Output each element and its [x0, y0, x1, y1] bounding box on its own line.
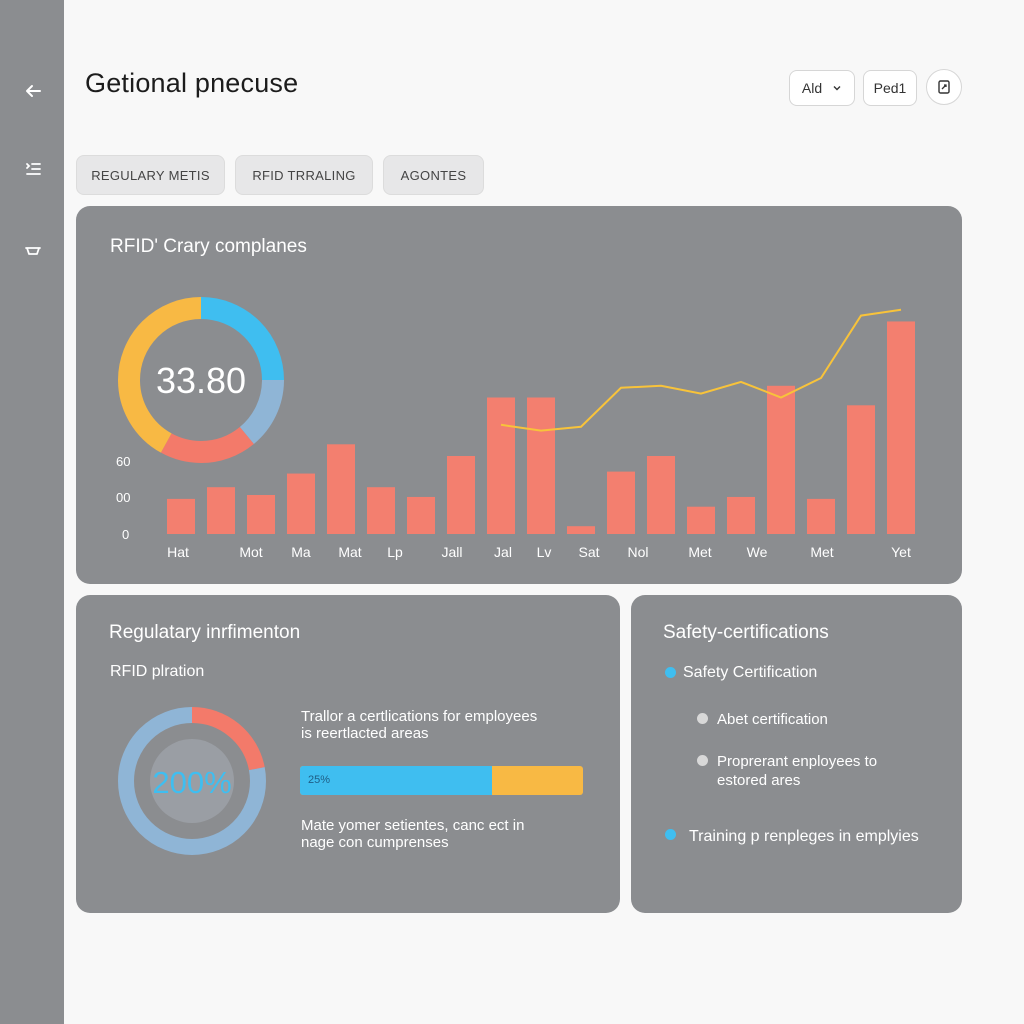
x-tick: Nol — [627, 544, 649, 560]
compliance-gauge — [118, 297, 284, 463]
x-tick: Met — [688, 544, 712, 560]
chart-bar — [847, 405, 875, 534]
bullet-icon — [665, 667, 676, 678]
chart-bar — [767, 385, 795, 534]
chart-bar — [887, 321, 915, 534]
document-icon — [938, 80, 950, 94]
x-tick: Met — [810, 544, 834, 560]
chart-bar — [287, 473, 315, 534]
chart-bar — [567, 526, 595, 534]
x-tick: We — [746, 544, 768, 560]
tab-label: AGONTES — [400, 167, 467, 183]
chart-bar — [247, 495, 275, 534]
regulatory-card-title: Regulatary inrfimenton — [109, 622, 301, 643]
y-tick: 60 — [116, 454, 131, 469]
compliance-gauge-value: 33.80 — [156, 360, 246, 401]
regulatory-gauge — [118, 707, 266, 855]
x-tick: Jall — [441, 544, 463, 560]
x-tick: Mat — [338, 544, 362, 560]
chevron-down-icon — [833, 86, 841, 91]
regulatory-gauge-value: 200% — [152, 765, 231, 800]
menu-button[interactable] — [14, 150, 52, 188]
x-tick: Lp — [387, 544, 403, 560]
x-tick: Ma — [291, 544, 311, 560]
chart-bar — [807, 498, 835, 534]
chart-bar — [647, 456, 675, 534]
x-tick: Hat — [167, 544, 189, 560]
chart-bar — [447, 456, 475, 534]
filter-label: Ald — [801, 80, 823, 96]
certification-item: Training p renpleges in emplyies — [689, 828, 919, 845]
chart-bar — [367, 487, 395, 534]
trend-line — [500, 308, 902, 432]
arrow-left-icon — [26, 85, 41, 97]
x-tick: Jal — [494, 544, 512, 560]
chart-bar — [727, 496, 755, 534]
tab-rfid-trraling[interactable]: RFID TRRALING — [235, 155, 373, 195]
regulatory-footer-text: Mate yomer setientes, canc ect in nage c… — [301, 817, 525, 851]
chart-bar — [607, 471, 635, 534]
gauge-segment — [118, 297, 284, 463]
bar-series — [167, 321, 915, 534]
regulatory-description: Trallor a certlications for employees is… — [301, 708, 538, 742]
compliance-card-title: RFID' Crary complanes — [110, 236, 307, 257]
chart-bar — [167, 498, 195, 534]
export-button[interactable] — [926, 69, 962, 105]
x-tick: Sat — [578, 544, 600, 560]
bullet-icon — [697, 713, 708, 724]
x-tick: Mot — [239, 544, 263, 560]
x-tick: Yet — [891, 544, 911, 560]
tray-icon — [25, 247, 41, 255]
page-title: Getional pnecuse — [85, 68, 299, 98]
gauge-segment — [118, 297, 284, 463]
sidebar — [0, 0, 64, 1024]
progress-fill — [300, 766, 493, 795]
tab-regulary-metis[interactable]: REGULARY METIS — [76, 155, 225, 195]
tab-label: REGULARY METIS — [91, 167, 210, 183]
bullet-icon — [665, 829, 676, 840]
chart-bar — [487, 397, 515, 534]
certification-item: Safety Certification — [683, 664, 818, 681]
list-icon — [26, 163, 41, 175]
progress-label: 25% — [308, 774, 331, 786]
certification-item: Proprerant enployees to estored ares — [717, 753, 878, 789]
chart-bar — [407, 496, 435, 534]
tab-label: RFID TRRALING — [252, 167, 356, 183]
gauge-segment — [118, 707, 266, 855]
chart-bar — [207, 487, 235, 534]
regulatory-gauge-inner — [150, 739, 234, 823]
safety-card-title: Safety-certifications — [663, 622, 829, 643]
filter-dropdown[interactable]: Ald — [789, 70, 855, 106]
chart-bar — [527, 397, 555, 534]
tab-agontes[interactable]: AGONTES — [383, 155, 484, 195]
period-label: Ped1 — [873, 80, 907, 96]
back-button[interactable] — [14, 72, 52, 110]
x-tick: Lv — [536, 544, 552, 560]
y-tick: 0 — [122, 527, 130, 542]
y-tick: 00 — [116, 490, 131, 505]
chart-bar — [327, 444, 355, 534]
certification-item: Abet certification — [717, 711, 828, 728]
progress-bar: 25% — [300, 766, 583, 795]
period-button[interactable]: Ped1 — [863, 70, 917, 106]
regulatory-card-subtitle: RFID plration — [110, 663, 205, 680]
chart-bar — [687, 506, 715, 534]
inbox-button[interactable] — [14, 232, 52, 270]
bullet-icon — [697, 755, 708, 766]
